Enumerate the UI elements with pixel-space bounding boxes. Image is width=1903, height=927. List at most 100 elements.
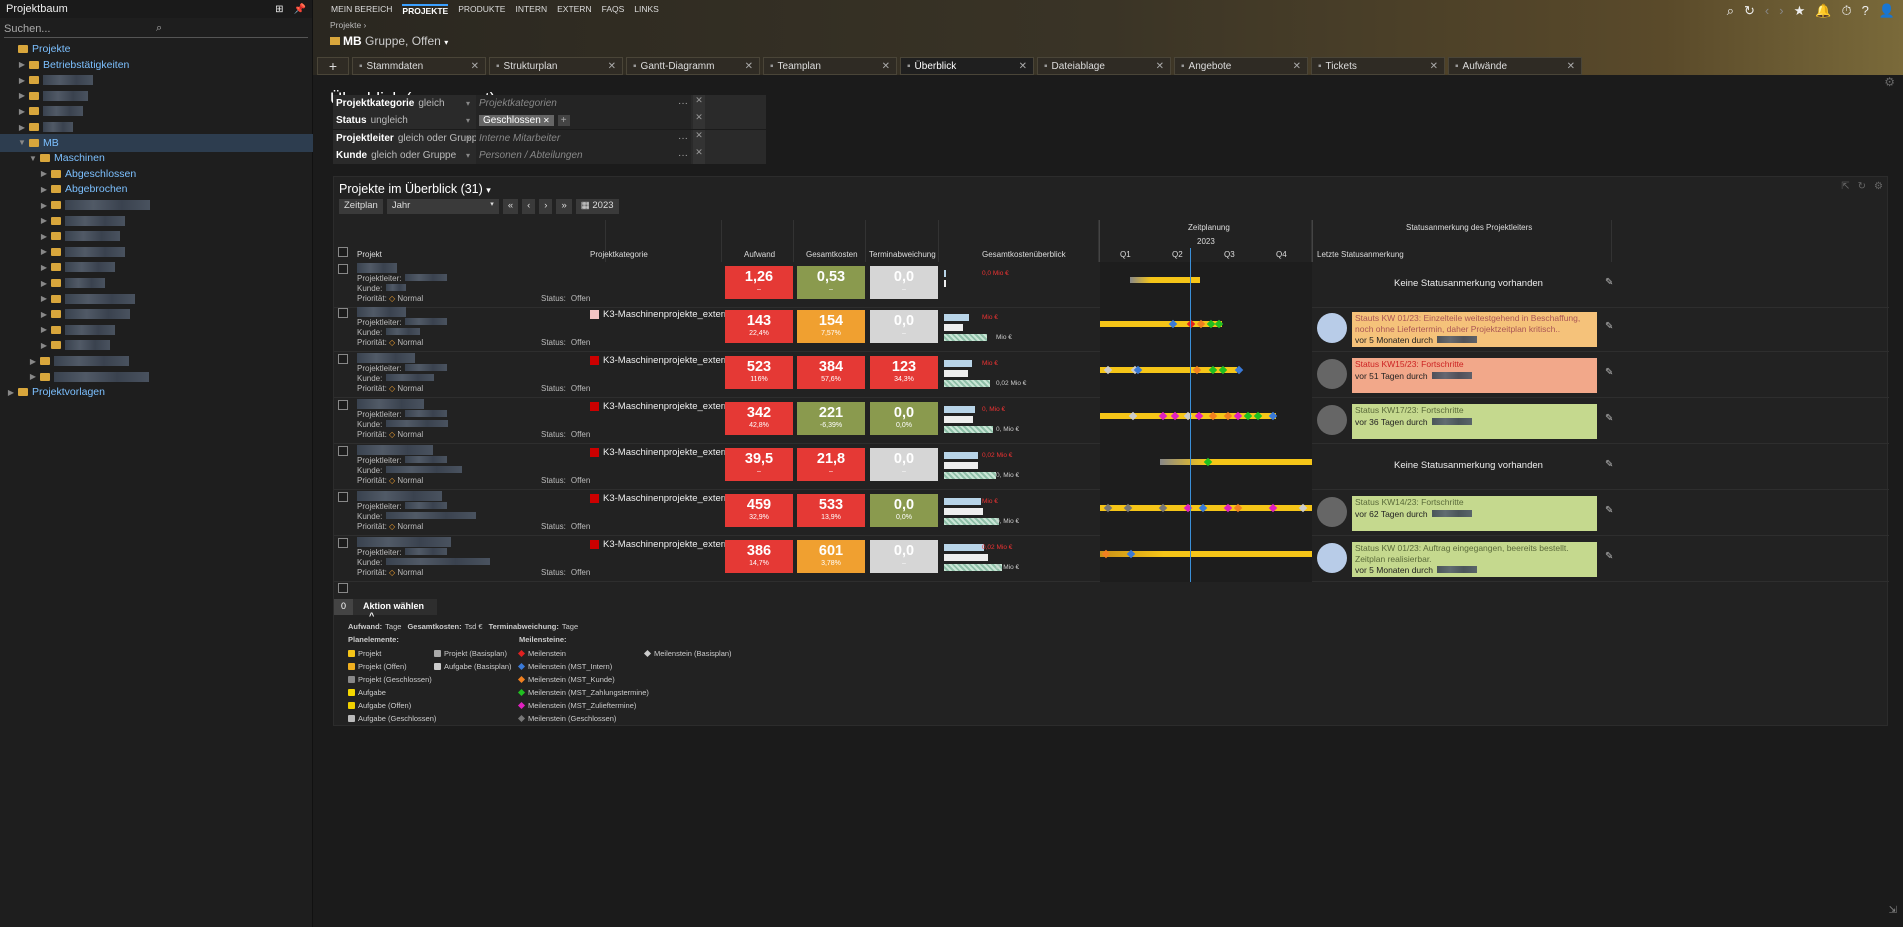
filter-operator[interactable]: gleich xyxy=(418,98,445,109)
pin-icon[interactable]: 📌 xyxy=(293,3,306,15)
status-note[interactable]: Status KW17/23: Fortschritte vor 36 Tagen… xyxy=(1352,404,1597,439)
timeline-bar[interactable] xyxy=(1100,321,1222,327)
clear-filter-icon[interactable]: ✕ xyxy=(693,95,705,112)
dev-kpi[interactable]: 0,0– xyxy=(870,310,938,343)
tree-item[interactable]: ▶ xyxy=(0,227,313,245)
close-icon[interactable]: ✕ xyxy=(744,60,753,72)
cost-kpi[interactable]: 21,8– xyxy=(797,448,865,481)
chevron-right-icon[interactable]: ▶ xyxy=(7,387,15,397)
effort-kpi[interactable]: 342 42,8% xyxy=(725,402,793,435)
tree-item[interactable]: Projekte xyxy=(0,40,313,58)
back-icon[interactable]: ‹ xyxy=(1764,3,1770,18)
first-page-icon[interactable]: « xyxy=(502,199,519,214)
close-icon[interactable]: ✕ xyxy=(1155,60,1164,72)
category[interactable]: K3-Maschinenprojekte_extern... xyxy=(590,447,737,458)
chevron-right-icon[interactable]: ▶ xyxy=(40,200,48,210)
tree-item[interactable]: ▶ xyxy=(0,305,313,323)
dev-kpi[interactable]: 123 34,3% xyxy=(870,356,938,389)
edit-pencil-icon[interactable]: ✎ xyxy=(1605,459,1614,470)
chevron-right-icon[interactable]: ▶ xyxy=(18,91,26,101)
chevron-right-icon[interactable]: ▶ xyxy=(40,278,48,288)
footer-checkbox[interactable] xyxy=(338,583,348,593)
table-row[interactable]: Projektleiter: Kunde: Priorität: ◇ Normal S… xyxy=(334,490,1889,536)
chevron-right-icon[interactable]: ▶ xyxy=(18,75,26,85)
chevron-down-icon[interactable]: ▾ xyxy=(466,99,471,108)
tree-item[interactable]: ▶ xyxy=(0,336,313,354)
project-title[interactable]: MB Gruppe, Offen ▾ xyxy=(330,34,448,48)
chevron-right-icon[interactable]: ▶ xyxy=(18,106,26,116)
col-cost[interactable]: Gesamtkosten xyxy=(794,220,866,262)
sidebar-title[interactable]: Projektbaum xyxy=(6,3,68,15)
chevron-right-icon[interactable]: ▶ xyxy=(40,262,48,272)
refresh-icon[interactable]: ↻ xyxy=(1744,3,1755,18)
menu-item[interactable]: LINKS xyxy=(634,4,659,14)
col-category[interactable]: Projektkategorie xyxy=(586,220,722,262)
table-row[interactable]: Projektleiter: Kunde: Priorität: ◇ Normal S… xyxy=(334,444,1889,490)
last-status-label[interactable]: Letzte Statusanmerkung xyxy=(1317,250,1404,259)
effort-kpi[interactable]: 39,5– xyxy=(725,448,793,481)
table-row[interactable]: Projektleiter: Kunde: Priorität: ◇ Normal S… xyxy=(334,352,1889,398)
menu-item[interactable]: PRODUKTE xyxy=(458,4,506,14)
tree-item[interactable]: ▶ xyxy=(0,243,313,261)
row-checkbox[interactable] xyxy=(338,538,348,548)
tree-item[interactable]: ▶ xyxy=(0,118,313,136)
tree-item[interactable]: ▶ xyxy=(0,102,313,120)
status-note[interactable]: Stauts KW 01/23: Einzelteile weitestgehe… xyxy=(1352,312,1597,347)
chevron-right-icon[interactable]: ▶ xyxy=(40,184,48,194)
tree-item[interactable]: ▶ xyxy=(0,212,313,230)
tree-item[interactable]: ▶ Abgeschlossen xyxy=(0,165,313,183)
close-icon[interactable]: ✕ xyxy=(881,60,890,72)
chevron-right-icon[interactable]: ▶ xyxy=(40,340,48,350)
filter-chip[interactable]: Geschlossen ✕ xyxy=(479,115,554,127)
more-icon[interactable]: ··· xyxy=(678,149,688,161)
clear-filter-icon[interactable]: ✕ xyxy=(693,129,705,147)
add-icon[interactable]: + xyxy=(557,115,570,127)
close-icon[interactable]: ✕ xyxy=(1429,60,1438,72)
filter-operator[interactable]: ungleich xyxy=(370,115,408,127)
tree-item[interactable]: ▼ MB xyxy=(0,133,313,152)
table-row[interactable]: Projektleiter: Kunde: Priorität: ◇ Normal S… xyxy=(334,398,1889,444)
col-effort[interactable]: Aufwand xyxy=(722,220,794,262)
edit-pencil-icon[interactable]: ✎ xyxy=(1605,505,1614,516)
timeline-bar[interactable] xyxy=(1100,367,1237,373)
filter-operator[interactable]: gleich oder Gruppe xyxy=(371,149,457,161)
chevron-right-icon[interactable]: ▶ xyxy=(40,294,48,304)
col-project[interactable]: Projekt xyxy=(334,220,606,262)
close-icon[interactable]: ✕ xyxy=(607,60,616,72)
row-checkbox[interactable] xyxy=(338,264,348,274)
action-select[interactable]: Aktion wählen ^ xyxy=(353,599,438,621)
tree-item[interactable]: ▶ xyxy=(0,368,313,386)
search-icon[interactable]: ⌕ xyxy=(156,22,163,34)
refresh-icon[interactable]: ↻ xyxy=(1857,181,1867,192)
tab-item[interactable]: ▪ Strukturplan ✕ xyxy=(489,57,623,75)
edit-pencil-icon[interactable]: ✎ xyxy=(1605,321,1614,332)
cost-kpi[interactable]: 0,53– xyxy=(797,266,865,299)
menu-item[interactable]: FAQS xyxy=(601,4,625,14)
gear-icon[interactable]: ⚙ xyxy=(1874,181,1883,192)
tree-item[interactable]: ▶ xyxy=(0,196,313,214)
row-checkbox[interactable] xyxy=(338,308,348,318)
timer-icon[interactable]: ⏱ xyxy=(1841,3,1852,18)
chevron-right-icon[interactable]: ▶ xyxy=(40,169,48,179)
chevron-right-icon[interactable]: ▶ xyxy=(40,325,48,335)
close-icon[interactable]: ✕ xyxy=(1018,60,1027,72)
chevron-down-icon[interactable]: ▼ xyxy=(29,153,37,163)
chevron-down-icon[interactable]: ▾ xyxy=(466,133,471,143)
next-icon[interactable]: › xyxy=(539,199,553,214)
cost-kpi[interactable]: 154 7,57% xyxy=(797,310,865,343)
tree-search-input[interactable]: Suchen... ⌕ xyxy=(4,20,308,38)
category[interactable]: K3-Maschinenprojekte_extern... xyxy=(590,401,737,412)
forward-icon[interactable]: › xyxy=(1779,3,1784,18)
breadcrumb[interactable]: Projekte › xyxy=(330,20,367,30)
dev-kpi[interactable]: 0,0– xyxy=(870,540,938,573)
export-icon[interactable]: ⇱ xyxy=(1841,181,1850,192)
col-deviation[interactable]: Terminabweichung xyxy=(866,220,939,262)
chevron-right-icon[interactable]: ▶ xyxy=(18,122,26,132)
period-select[interactable]: Jahr ▾ xyxy=(386,199,499,214)
last-page-icon[interactable]: » xyxy=(556,199,572,214)
close-icon[interactable]: ✕ xyxy=(540,116,550,126)
table-row[interactable]: Projektleiter: Kunde: Priorität: ◇ Normal S… xyxy=(334,536,1889,582)
filter-row[interactable]: Status ungleich ▾ Geschlossen ✕ + ✕ xyxy=(333,112,766,130)
panel-title[interactable]: Projekte im Überblick (31) ▾ xyxy=(339,182,491,196)
filter-row[interactable]: Projektkategorie gleich ▾ Projektkategorien… xyxy=(333,95,766,112)
